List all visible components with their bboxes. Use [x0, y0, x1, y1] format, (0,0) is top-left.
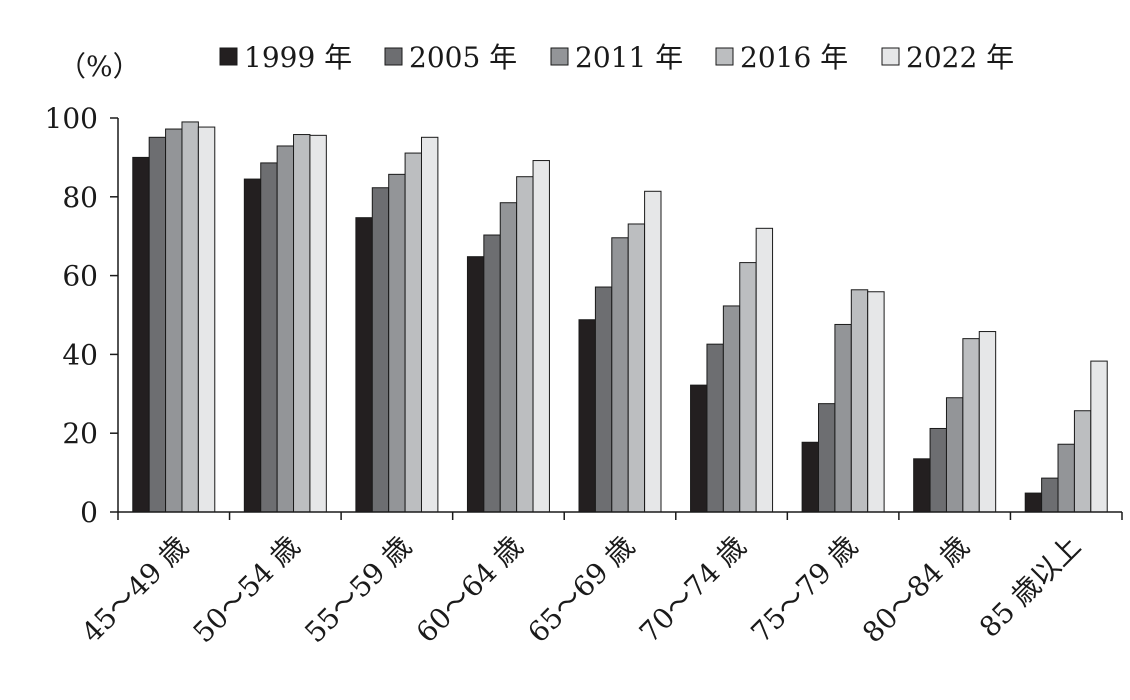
y-tick-label: 20: [62, 417, 98, 450]
bar: [945, 397, 964, 513]
bar: [818, 403, 836, 513]
bar: [690, 384, 708, 513]
bar: [148, 136, 167, 513]
bar: [355, 217, 373, 513]
bar: [867, 291, 885, 513]
legend-label: 2016 年: [740, 41, 848, 74]
bar: [644, 190, 662, 513]
legend-swatch: [219, 47, 238, 66]
y-tick-label: 100: [45, 102, 98, 135]
bar: [532, 160, 550, 513]
x-category-label: 80～84 歳: [856, 530, 976, 650]
bar: [594, 286, 613, 513]
bar: [165, 128, 183, 513]
x-axis: 45～49 歳50～54 歳55～59 歳60～64 歳65～69 歳70～74…: [75, 511, 1123, 650]
bar: [627, 223, 646, 513]
legend-label: 1999 年: [244, 41, 352, 74]
bar: [755, 227, 774, 513]
legend-swatch: [550, 47, 569, 66]
bar: [706, 343, 724, 513]
bar: [499, 202, 518, 513]
bar: [132, 156, 150, 513]
bar: [371, 187, 390, 513]
legend-swatch: [715, 47, 734, 66]
bar: [181, 121, 199, 513]
bar: [293, 134, 311, 513]
x-category-label: 55～59 歳: [298, 530, 418, 650]
bar: [197, 126, 216, 513]
bar: [913, 458, 931, 513]
bar: [1041, 477, 1059, 513]
y-tick-label: 40: [62, 338, 98, 371]
legend-label: 2022 年: [906, 41, 1014, 74]
bar: [1073, 410, 1092, 513]
legend: 1999 年 2005 年 2011 年 2016 年 2022 年: [219, 41, 1014, 74]
bar: [420, 136, 439, 513]
bar: [929, 427, 947, 513]
x-category-label: 65～69 歳: [521, 530, 641, 650]
legend-swatch: [881, 47, 900, 66]
x-category-label: 85 歳以上: [973, 530, 1087, 644]
bar: [978, 331, 997, 513]
x-category-label: 45～49 歳: [75, 530, 195, 650]
bar: [388, 173, 406, 513]
y-unit-label: （%）: [58, 50, 141, 83]
bar: [1090, 360, 1108, 513]
bar: [260, 162, 278, 513]
bar: [722, 305, 741, 513]
bar: [962, 338, 980, 513]
bar: [834, 323, 852, 513]
bar: [739, 262, 757, 513]
bar: [516, 176, 534, 513]
y-tick-label: 80: [62, 181, 98, 214]
bar: [309, 134, 327, 513]
bar: [483, 234, 501, 513]
y-tick-label: 0: [80, 496, 98, 529]
y-axis: 0 20 40 60 80 100: [45, 102, 119, 529]
bar: [276, 145, 295, 513]
x-category-label: 75～79 歳: [744, 530, 864, 650]
bar: [1057, 443, 1075, 513]
legend-swatch: [384, 47, 403, 66]
bar: [611, 237, 629, 513]
bar: [243, 178, 262, 513]
legend-label: 2005 年: [409, 41, 517, 74]
x-category-label: 60～64 歳: [410, 530, 530, 650]
bars: [132, 121, 1108, 513]
bar: [466, 256, 485, 513]
bar: [1024, 492, 1043, 513]
bar: [850, 289, 869, 513]
x-category-label: 50～54 歳: [187, 530, 307, 650]
y-tick-label: 60: [62, 260, 98, 293]
legend-label: 2011 年: [575, 41, 683, 74]
bar: [578, 319, 596, 513]
bar: [404, 152, 422, 513]
x-category-label: 70～74 歳: [633, 530, 753, 650]
bar: [801, 441, 820, 513]
